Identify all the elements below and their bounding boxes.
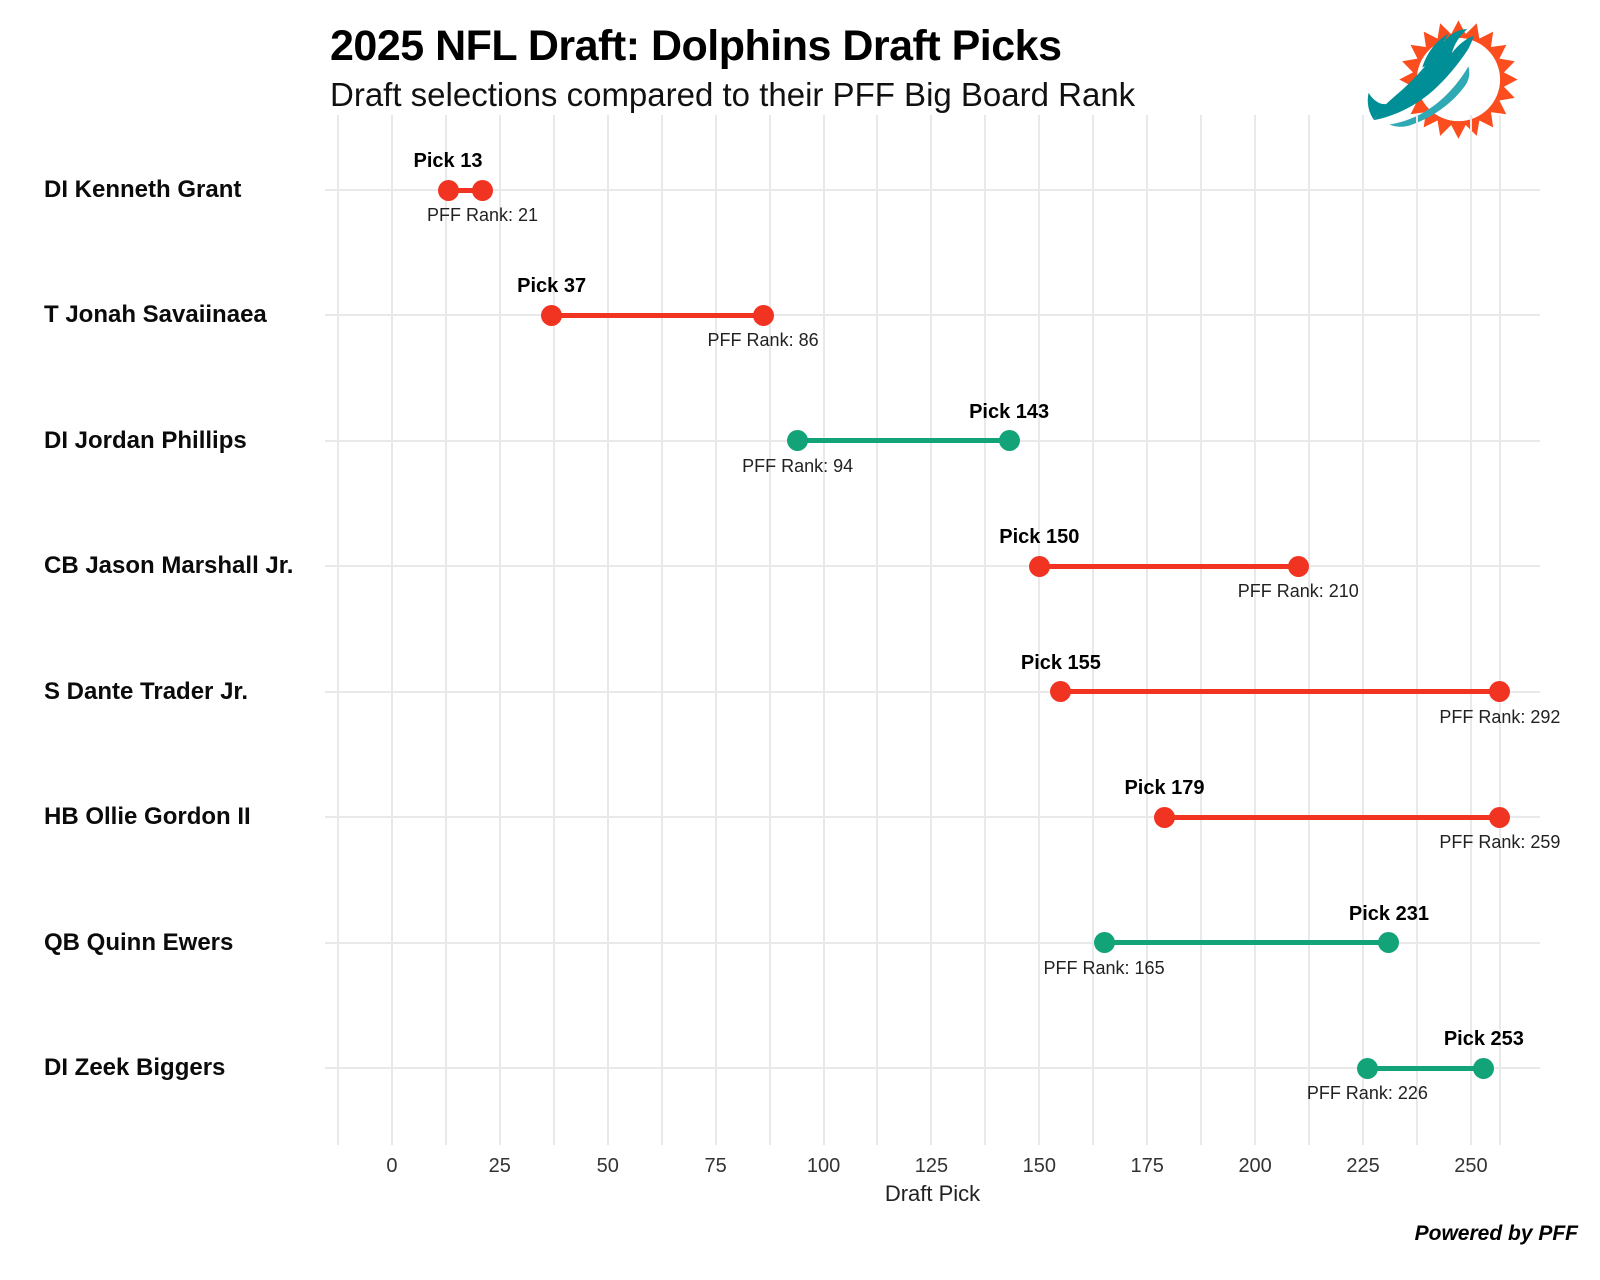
pff-rank-label: PFF Rank: 21 <box>427 205 539 225</box>
dumbbell-line <box>551 312 764 318</box>
pick-dot <box>437 179 459 201</box>
chart-title: 2025 NFL Draft: Dolphins Draft Picks <box>330 22 1062 70</box>
dumbbell-line <box>1039 563 1299 569</box>
pff-rank-dot <box>1356 1057 1378 1079</box>
pff-rank-dot <box>787 430 809 452</box>
chart-subtitle: Draft selections compared to their PFF B… <box>330 76 1136 113</box>
pick-label: Pick 155 <box>1020 651 1101 674</box>
pff-rank-label: PFF Rank: 86 <box>707 330 819 351</box>
dumbbell-line <box>1104 940 1389 946</box>
pff-rank-label: PFF Rank: 94 <box>742 455 854 476</box>
pick-label: Pick 231 <box>1348 902 1429 925</box>
footer-credit: Powered by PFF <box>1414 1222 1578 1245</box>
pff-rank-dot <box>752 304 774 326</box>
pff-rank-dot <box>472 179 494 201</box>
pff-rank-label: PFF Rank: 210 <box>1237 581 1359 602</box>
pick-dot <box>1153 806 1175 828</box>
pick-dot <box>998 430 1020 452</box>
pff-rank-label: PFF Rank: 292 <box>1439 706 1561 727</box>
dumbbell-line <box>1164 814 1500 820</box>
plot-marks: Pick 13 PFF Rank: 21 Pick 37 PFF Rank: 86 Pi… <box>413 150 1561 1103</box>
pff-rank-dot <box>1093 932 1115 954</box>
dumbbell-line <box>1367 1065 1484 1071</box>
pick-label: Pick 13 <box>413 150 483 172</box>
pick-dot <box>1378 932 1400 954</box>
pff-rank-label: PFF Rank: 259 <box>1439 832 1561 853</box>
pff-rank-dot <box>1489 681 1511 703</box>
dolphin-icon <box>1367 29 1474 127</box>
pick-label: Pick 179 <box>1124 777 1205 800</box>
pick-dot <box>1028 555 1050 577</box>
pick-label: Pick 37 <box>517 275 587 298</box>
dumbbell-line <box>1060 689 1500 695</box>
pick-dot <box>1473 1057 1495 1079</box>
miami-dolphins-logo <box>1367 20 1518 139</box>
dumbbell-line <box>797 438 1010 444</box>
x-axis-title: Draft Pick <box>884 1181 981 1206</box>
pff-rank-dot <box>1489 806 1511 828</box>
pick-dot <box>541 304 563 326</box>
dumbbell-line <box>448 187 483 193</box>
pick-label: Pick 150 <box>999 526 1080 549</box>
pff-rank-label: PFF Rank: 165 <box>1043 957 1165 978</box>
pff-rank-dot <box>1287 555 1309 577</box>
pick-label: Pick 143 <box>969 400 1050 423</box>
pick-dot <box>1050 681 1072 703</box>
pff-rank-label: PFF Rank: 226 <box>1306 1083 1428 1103</box>
pick-label: Pick 253 <box>1443 1028 1524 1050</box>
